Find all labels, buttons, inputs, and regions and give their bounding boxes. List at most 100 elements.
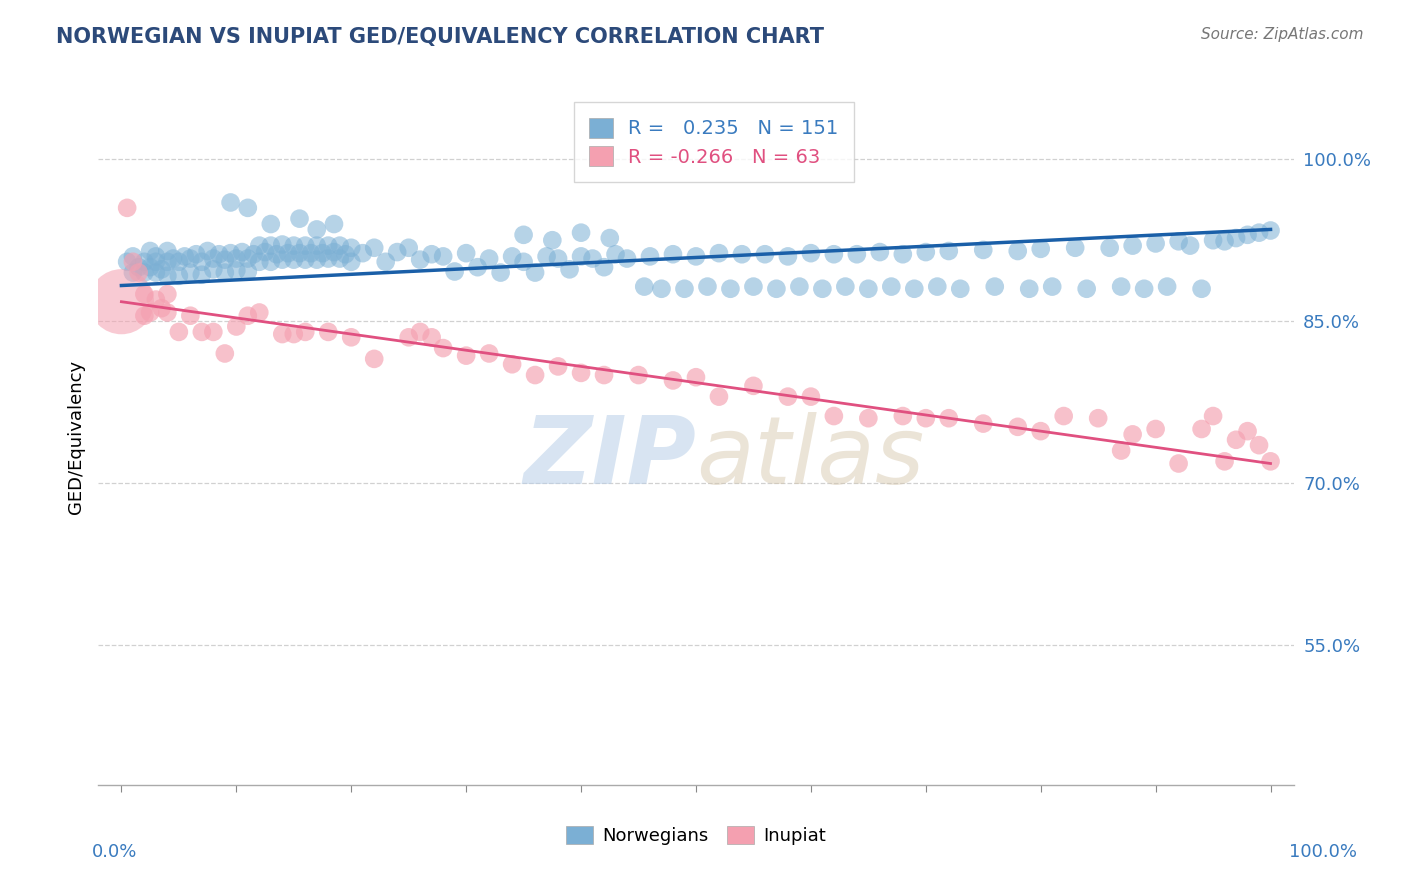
Point bbox=[1191, 422, 1213, 436]
Point bbox=[1144, 422, 1167, 436]
Point bbox=[432, 249, 454, 263]
Point bbox=[340, 254, 363, 268]
Point bbox=[696, 279, 718, 293]
Point bbox=[150, 262, 173, 277]
Point bbox=[949, 282, 972, 296]
Point bbox=[122, 249, 145, 263]
Point bbox=[938, 244, 960, 258]
Point bbox=[409, 325, 432, 339]
Point bbox=[139, 260, 162, 275]
Point bbox=[266, 247, 288, 261]
Text: NORWEGIAN VS INUPIAT GED/EQUIVALENCY CORRELATION CHART: NORWEGIAN VS INUPIAT GED/EQUIVALENCY COR… bbox=[56, 27, 824, 46]
Text: ZIP: ZIP bbox=[523, 412, 696, 504]
Point bbox=[122, 254, 145, 268]
Point bbox=[340, 330, 363, 344]
Point bbox=[599, 231, 621, 245]
Point bbox=[720, 282, 742, 296]
Point bbox=[145, 254, 167, 268]
Point bbox=[914, 411, 936, 425]
Point bbox=[1109, 279, 1132, 293]
Point bbox=[541, 233, 564, 247]
Point bbox=[776, 249, 799, 263]
Point bbox=[478, 346, 501, 360]
Point bbox=[167, 268, 190, 283]
Point bbox=[254, 245, 277, 260]
Point bbox=[938, 411, 960, 425]
Point bbox=[707, 246, 730, 260]
Point bbox=[398, 330, 420, 344]
Point bbox=[191, 325, 214, 339]
Point bbox=[467, 260, 489, 275]
Point bbox=[662, 247, 685, 261]
Point bbox=[1247, 438, 1270, 452]
Point bbox=[1167, 235, 1189, 249]
Point bbox=[789, 279, 811, 293]
Point bbox=[1122, 238, 1144, 252]
Point bbox=[219, 246, 242, 260]
Point bbox=[145, 266, 167, 280]
Point bbox=[880, 279, 903, 293]
Point bbox=[512, 227, 534, 242]
Point bbox=[260, 238, 283, 252]
Point bbox=[927, 279, 949, 293]
Point bbox=[329, 238, 352, 252]
Point bbox=[167, 254, 190, 268]
Point bbox=[409, 252, 432, 267]
Point bbox=[122, 266, 145, 280]
Point bbox=[145, 293, 167, 307]
Point bbox=[707, 390, 730, 404]
Point bbox=[420, 330, 443, 344]
Point bbox=[569, 226, 592, 240]
Point bbox=[1260, 223, 1282, 237]
Point bbox=[1156, 279, 1178, 293]
Point bbox=[398, 241, 420, 255]
Point bbox=[305, 252, 328, 267]
Point bbox=[191, 254, 214, 268]
Point bbox=[581, 252, 603, 266]
Point bbox=[834, 279, 856, 293]
Point bbox=[1007, 244, 1029, 258]
Point bbox=[633, 279, 655, 293]
Point bbox=[236, 309, 259, 323]
Text: 100.0%: 100.0% bbox=[1289, 843, 1357, 861]
Point bbox=[512, 254, 534, 268]
Point bbox=[374, 254, 396, 268]
Text: Source: ZipAtlas.com: Source: ZipAtlas.com bbox=[1201, 27, 1364, 42]
Point bbox=[1064, 241, 1087, 255]
Point bbox=[1018, 282, 1040, 296]
Point bbox=[385, 245, 409, 260]
Point bbox=[134, 309, 156, 323]
Text: 0.0%: 0.0% bbox=[91, 843, 136, 861]
Point bbox=[638, 249, 661, 263]
Point bbox=[456, 349, 478, 363]
Point bbox=[271, 252, 294, 267]
Point bbox=[294, 325, 316, 339]
Point bbox=[156, 287, 179, 301]
Point bbox=[225, 263, 247, 277]
Point bbox=[547, 252, 569, 266]
Point bbox=[139, 305, 162, 319]
Point bbox=[363, 351, 385, 366]
Point bbox=[260, 217, 283, 231]
Point bbox=[156, 244, 179, 258]
Point bbox=[134, 266, 156, 280]
Point bbox=[214, 266, 236, 280]
Point bbox=[569, 249, 592, 263]
Point bbox=[363, 241, 385, 255]
Point bbox=[299, 246, 322, 260]
Point bbox=[1236, 227, 1258, 242]
Point bbox=[845, 247, 868, 261]
Point bbox=[271, 237, 294, 252]
Point bbox=[432, 341, 454, 355]
Point bbox=[1029, 242, 1052, 256]
Point bbox=[283, 327, 305, 342]
Point bbox=[145, 249, 167, 263]
Point bbox=[305, 222, 328, 236]
Point bbox=[323, 245, 346, 260]
Point bbox=[242, 247, 264, 261]
Point bbox=[456, 246, 478, 260]
Point bbox=[294, 238, 316, 252]
Point bbox=[593, 260, 616, 275]
Point bbox=[569, 366, 592, 380]
Point bbox=[823, 247, 845, 261]
